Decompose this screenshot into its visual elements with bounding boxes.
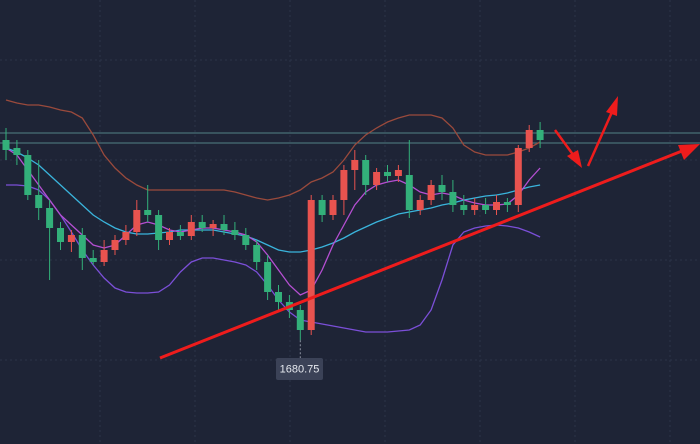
candle-body [460,205,468,210]
candle-body [100,250,108,262]
candle-body [89,258,97,262]
indicator-line [5,99,541,201]
candle-body [67,235,75,242]
candle-body [503,202,511,205]
candle-body [514,148,522,205]
candle-body [155,215,163,240]
candle-body [35,195,43,208]
arrow-head [678,144,700,160]
candle-body [78,235,86,258]
candle-body [209,224,217,228]
candle-body [253,245,261,262]
candle-body [394,170,402,176]
candle-body [307,200,315,330]
candle-body [46,208,54,228]
candle-body [416,200,424,210]
candle-body [57,228,64,242]
candle-body [296,310,304,330]
candle-body [275,292,282,302]
candle-body [220,224,228,230]
candle-body [187,222,195,236]
candle-body [340,170,348,200]
candle-body [111,240,119,250]
candle-body [198,222,206,228]
candle-body [166,232,173,240]
candle-body [471,205,479,210]
candle-body [362,160,370,185]
candle-body [351,160,359,170]
candle-body [449,192,457,205]
candle-body [24,155,32,195]
candle-body [122,232,130,240]
price-label: 1680.75 [280,363,320,375]
candle-body [427,185,435,200]
arrow-line [586,111,614,167]
candle-body [2,140,10,150]
candle-body [264,262,272,292]
candle-body [231,230,239,235]
candle-body [133,210,141,232]
candle-body [176,232,184,236]
arrow-line [553,129,576,157]
candle-body [493,202,500,210]
arrow-head [606,96,618,116]
candle-body [482,205,490,210]
annotations: 1680.75 [159,96,700,380]
candle-body [536,130,544,140]
candle-body [438,185,446,192]
plot-area [0,99,700,358]
candle-body [144,210,152,215]
price-label-box [276,358,323,380]
candle-body [373,172,381,185]
candle-body [525,130,533,148]
candle-body [13,148,21,155]
arrow-head [567,150,582,168]
candle-body [405,175,413,210]
indicator-line [6,184,541,333]
candle-body [329,200,337,215]
candle-body [384,172,391,176]
trend-line [159,149,683,360]
candle-body [242,235,250,245]
candle-body [318,200,326,215]
